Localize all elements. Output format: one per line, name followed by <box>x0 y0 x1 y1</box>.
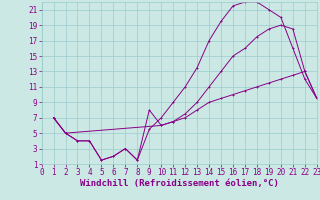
X-axis label: Windchill (Refroidissement éolien,°C): Windchill (Refroidissement éolien,°C) <box>80 179 279 188</box>
